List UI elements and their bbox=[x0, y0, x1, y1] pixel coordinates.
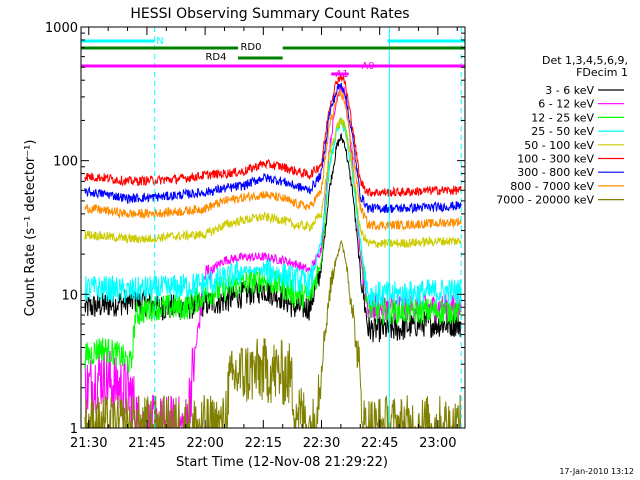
legend-label-4: 50 - 100 keV bbox=[524, 139, 594, 152]
bar-label-a0: A0 bbox=[361, 61, 374, 72]
y-tick-label-2: 100 bbox=[53, 155, 78, 170]
x-axis-label: Start Time (12-Nov-08 21:29:22) bbox=[176, 455, 388, 470]
legend-label-0: 3 - 6 keV bbox=[545, 84, 594, 97]
footer-date: 17-Jan-2010 13:12 bbox=[559, 467, 634, 476]
x-tick-label-6: 23:00 bbox=[419, 436, 456, 451]
series-line-2 bbox=[84, 117, 462, 373]
legend-header-1: FDecim 1 bbox=[576, 66, 628, 79]
y-tick-label-3: 1000 bbox=[45, 21, 78, 36]
legend-label-5: 100 - 300 keV bbox=[517, 153, 594, 166]
legend-label-1: 6 - 12 keV bbox=[538, 98, 594, 111]
y-tick-label-0: 1 bbox=[70, 422, 78, 437]
bar-label-a1: A1 bbox=[335, 69, 348, 80]
legend-label-7: 800 - 7000 keV bbox=[510, 180, 594, 193]
x-tick-label-4: 22:30 bbox=[303, 436, 340, 451]
legend-label-2: 12 - 25 keV bbox=[531, 111, 594, 124]
series-line-5 bbox=[84, 73, 462, 197]
axes: 21:30 21:45 22:00 22:15 22:30 22:45 23:00 1 10 10… bbox=[45, 21, 465, 451]
legend-label-6: 300 - 800 keV bbox=[517, 166, 594, 179]
chart-title: HESSI Observing Summary Count Rates bbox=[130, 6, 409, 22]
series-line-7 bbox=[84, 89, 462, 232]
x-tick-label-3: 22:15 bbox=[245, 436, 282, 451]
series-line-3 bbox=[84, 120, 462, 308]
bar-label-rd0: RD0 bbox=[240, 42, 261, 53]
x-tick-label-0: 21:30 bbox=[70, 436, 107, 451]
series-line-8 bbox=[84, 240, 462, 430]
series-line-4 bbox=[84, 118, 462, 249]
series-line-0 bbox=[84, 132, 462, 343]
bar-label-n: N bbox=[156, 36, 163, 47]
legend-label-8: 7000 - 20000 keV bbox=[496, 194, 594, 207]
y-axis-label: Count Rate (s⁻¹ detector⁻¹) bbox=[23, 140, 38, 317]
series-line-6 bbox=[84, 82, 462, 214]
y-tick-label-1: 10 bbox=[61, 288, 78, 303]
x-tick-label-1: 21:45 bbox=[128, 436, 165, 451]
x-tick-label-2: 22:00 bbox=[186, 436, 223, 451]
legend-header-0: Det 1,3,4,5,6,9, bbox=[542, 54, 628, 67]
attenuator-bars: N RD0 RD4 A0 A1 bbox=[81, 36, 465, 80]
plot-frame bbox=[80, 26, 466, 429]
x-tick-label-5: 22:45 bbox=[361, 436, 398, 451]
legend-label-3: 25 - 50 keV bbox=[531, 125, 594, 138]
bar-label-rd4: RD4 bbox=[205, 52, 226, 63]
